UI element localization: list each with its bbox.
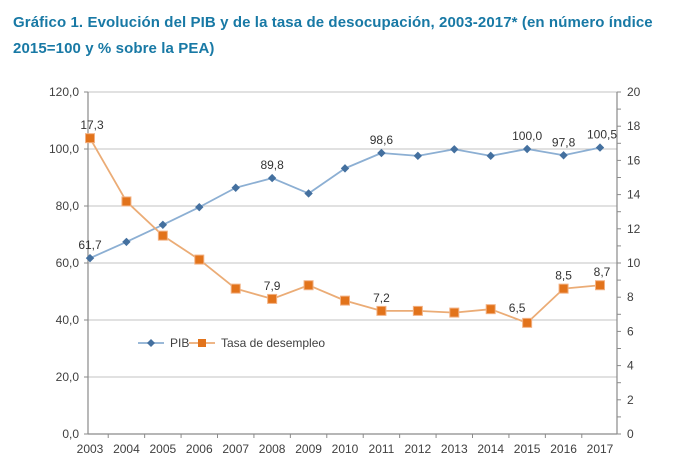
x-axis-label: 2006 [186,442,213,456]
y-axis-left-label: 40,0 [56,313,80,327]
x-axis-label: 2017 [587,442,614,456]
pib-marker [486,151,495,161]
y-axis-left-label: 60,0 [56,256,80,270]
x-axis-label: 2013 [441,442,468,456]
desempleo-marker [230,283,241,294]
x-axis-label: 2005 [150,442,177,456]
pib-marker [304,189,313,198]
y-axis-right-label: 0 [627,427,634,441]
desempleo-marker [340,295,350,306]
desempleo-marker [522,317,533,328]
pib-data-label: 61,7 [78,238,102,252]
legend: PIB Tasa de desempleo [138,336,325,350]
y-axis-left-label: 20,0 [56,370,80,384]
y-axis-right-label: 12 [627,222,641,236]
y-axis-right-label: 6 [627,324,634,338]
y-axis-right-label: 8 [627,290,634,304]
pib-marker [340,164,350,173]
chart-area: 0,0 20,0 40,0 60,0 80,0 100,0 120,0 0 2 4 6 8 10 12 14… [0,78,680,466]
pib-marker [595,143,605,152]
pib-data-label: 100,0 [512,129,542,143]
y-axis-right-label: 4 [627,359,634,373]
desempleo-marker [85,133,95,144]
desempleo-marker [558,283,569,294]
y-axis-left-label: 120,0 [49,85,79,99]
pib-marker [413,151,423,161]
pib-marker [377,148,386,158]
desempleo-marker [157,230,168,241]
legend-desempleo-marker-icon [198,339,206,347]
pib-data-label: 97,8 [552,135,576,149]
x-axis-label: 2009 [295,442,322,456]
x-axis-label: 2010 [332,442,359,456]
y-axis-right-label: 2 [627,393,634,407]
pib-line [89,146,601,259]
desempleo-marker [121,196,132,207]
y-axis-right-label: 14 [627,188,641,202]
x-axis-label: 2004 [113,442,140,456]
legend-desempleo-label: Tasa de desempleo [221,336,325,350]
y-axis-right-label: 20 [627,85,641,99]
legend-pib-marker-icon [147,339,155,347]
x-axis-label: 2007 [222,442,249,456]
desempleo-data-label: 6,5 [509,301,526,315]
desempleo-marker [485,304,496,315]
pib-data-label: 100,5 [587,128,617,142]
y-axis-left-label: 100,0 [49,142,79,156]
desempleo-data-label: 17,3 [80,118,104,132]
x-axis-label: 2016 [550,442,577,456]
y-axis-left-label: 80,0 [56,199,80,213]
y-axis-right-label: 10 [627,256,641,270]
pib-data-label: 98,6 [370,133,394,147]
pib-marker [195,202,204,212]
x-axis-label: 2011 [369,442,395,456]
y-axis-right-label: 16 [627,153,641,167]
legend-pib-label: PIB [170,336,189,350]
desempleo-marker [376,305,387,316]
desempleo-marker [303,280,314,291]
y-axis-right-label: 18 [627,119,641,133]
pib-marker [522,144,532,154]
desempleo-marker [595,280,605,291]
desempleo-data-label: 7,9 [264,279,281,293]
desempleo-marker [412,305,423,316]
x-axis-label: 2012 [405,442,432,456]
x-axis-label: 2014 [477,442,504,456]
pib-marker [267,173,277,183]
desempleo-marker [194,254,205,265]
y-axis-left-label: 0,0 [62,427,79,441]
x-axis-label: 2003 [77,442,104,456]
pib-marker [231,183,240,192]
pib-marker [158,220,168,230]
x-axis-label: 2015 [514,442,541,456]
x-axis-label: 2008 [259,442,286,456]
pib-marker [450,145,459,154]
desempleo-marker [267,293,278,304]
desempleo-marker [449,307,460,318]
desempleo-data-label: 7,2 [373,291,390,305]
pib-marker [559,151,568,160]
pib-marker [85,253,95,263]
desempleo-data-label: 8,7 [594,265,611,279]
desempleo-data-label: 8,5 [555,269,572,283]
chart-svg: 0,0 20,0 40,0 60,0 80,0 100,0 120,0 0 2 4 6 8 10 12 14… [49,85,641,456]
pib-marker [122,237,131,247]
pib-data-label: 89,8 [260,158,284,172]
chart-title: Gráfico 1. Evolución del PIB y de la tas… [13,14,653,57]
